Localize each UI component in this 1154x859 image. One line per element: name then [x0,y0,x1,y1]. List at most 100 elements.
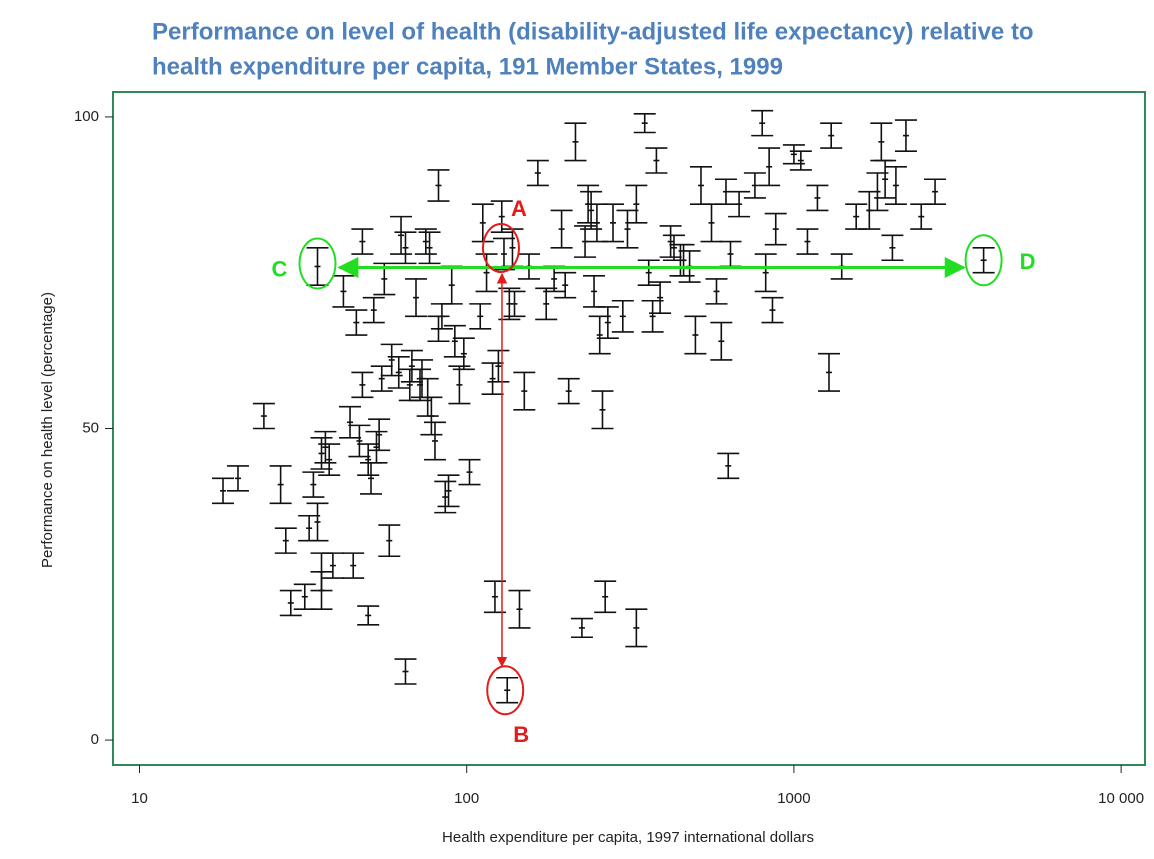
y-axis-label: Performance on health level (percentage) [39,292,56,568]
error-bar-point [365,430,388,464]
error-bar-point [714,178,737,205]
error-bar-point [351,228,374,255]
error-bar-point [611,299,634,333]
error-bar-point [602,203,625,243]
error-bar-point [881,234,904,262]
error-bar-point [487,349,510,383]
error-bar-point [394,231,417,265]
error-bar-point [427,169,450,202]
error-bar-point [710,321,733,361]
highlight-ellipse [486,665,525,716]
error-bar-point [434,480,457,514]
error-bar-point [321,552,344,579]
error-bar-point [357,443,380,477]
error-bar-point [302,471,325,498]
error-bar-point [452,337,475,371]
error-bar-point [554,271,577,299]
error-bar-point [751,109,774,137]
error-bar-point [633,113,656,134]
error-bar-point [418,231,441,265]
error-bar-point [306,246,329,286]
error-bar-point [508,589,531,629]
chart-title: health expenditure per capita, 191 Membe… [152,53,783,80]
error-bar-point [719,240,742,268]
error-bar-point [594,580,617,614]
annotation-label: D [1020,249,1036,274]
error-bar-point [405,278,428,318]
error-bar-point [226,465,249,492]
annotation-label: C [272,256,288,281]
error-bar-point [789,150,812,171]
error-bar-point [293,583,316,611]
error-bar-point [471,203,494,243]
highlight-ellipse [298,237,337,290]
error-bar-point [564,122,587,162]
error-bar-point [423,421,446,461]
error-bar-point [440,265,463,305]
error-bar-point [339,405,362,439]
error-bar-point [342,552,365,579]
error-bar-point [414,228,437,255]
error-bar-point [570,617,593,639]
y-tick-label: 100 [74,108,99,125]
error-bar-point [362,296,385,324]
error-bar-point [378,524,401,558]
error-bar-point [269,465,292,505]
annotation-label: A [511,196,527,221]
error-bar-point [345,309,368,336]
error-bar-point [490,200,513,234]
highlight-ellipse [481,223,520,274]
error-bar-point [351,371,374,399]
annotation-label: B [513,722,529,747]
error-bar-point [318,443,341,477]
x-tick-label: 10 000 [1098,790,1144,807]
error-bar-point [394,658,417,685]
error-bar-point [806,184,829,212]
error-bar-point [357,605,380,626]
error-bar-point [649,281,672,315]
error-bar-point [641,299,664,333]
error-bar-point [796,228,819,255]
error-bar-point [625,608,648,648]
error-bar-point [645,147,668,174]
error-bar-point [370,365,393,392]
y-tick-label: 0 [91,731,99,748]
error-bar-point [306,502,329,542]
error-bar-point [591,390,614,430]
error-bar-point [700,203,723,243]
error-bar-point [758,147,781,187]
error-bar-point [469,303,492,330]
y-tick-label: 50 [82,419,99,436]
error-bar-point [475,253,498,293]
error-bar-point [279,589,302,617]
error-bar-point [659,225,682,258]
error-bar-point [557,377,580,405]
error-bar-point [274,527,297,554]
error-bar-point [845,203,868,230]
error-bar-point [884,165,907,205]
error-bar-point [368,418,391,452]
error-bar-point [526,159,549,187]
error-bar-point [458,458,481,486]
error-bar-point [910,203,933,230]
error-bar-point [535,287,558,321]
error-bar-point [972,246,995,274]
chart-title: Performance on level of health (disabili… [152,18,1034,45]
error-bar-point [360,461,383,495]
highlight-ellipse [964,234,1003,287]
error-bar-point [743,172,766,199]
error-bar-point [817,352,840,392]
error-bar-point [496,676,519,704]
error-bar-point [705,278,728,305]
error-bar-point [754,253,777,293]
error-bar-point [443,324,466,358]
error-bar-point [625,184,648,224]
x-axis-label: Health expenditure per capita, 1997 inte… [442,829,814,846]
error-bar-point [212,477,235,505]
error-bar-point [481,362,504,396]
error-bar-point [583,275,606,308]
error-bar-point [764,212,787,246]
error-bar-point [332,275,355,308]
x-tick-label: 1000 [777,790,810,807]
